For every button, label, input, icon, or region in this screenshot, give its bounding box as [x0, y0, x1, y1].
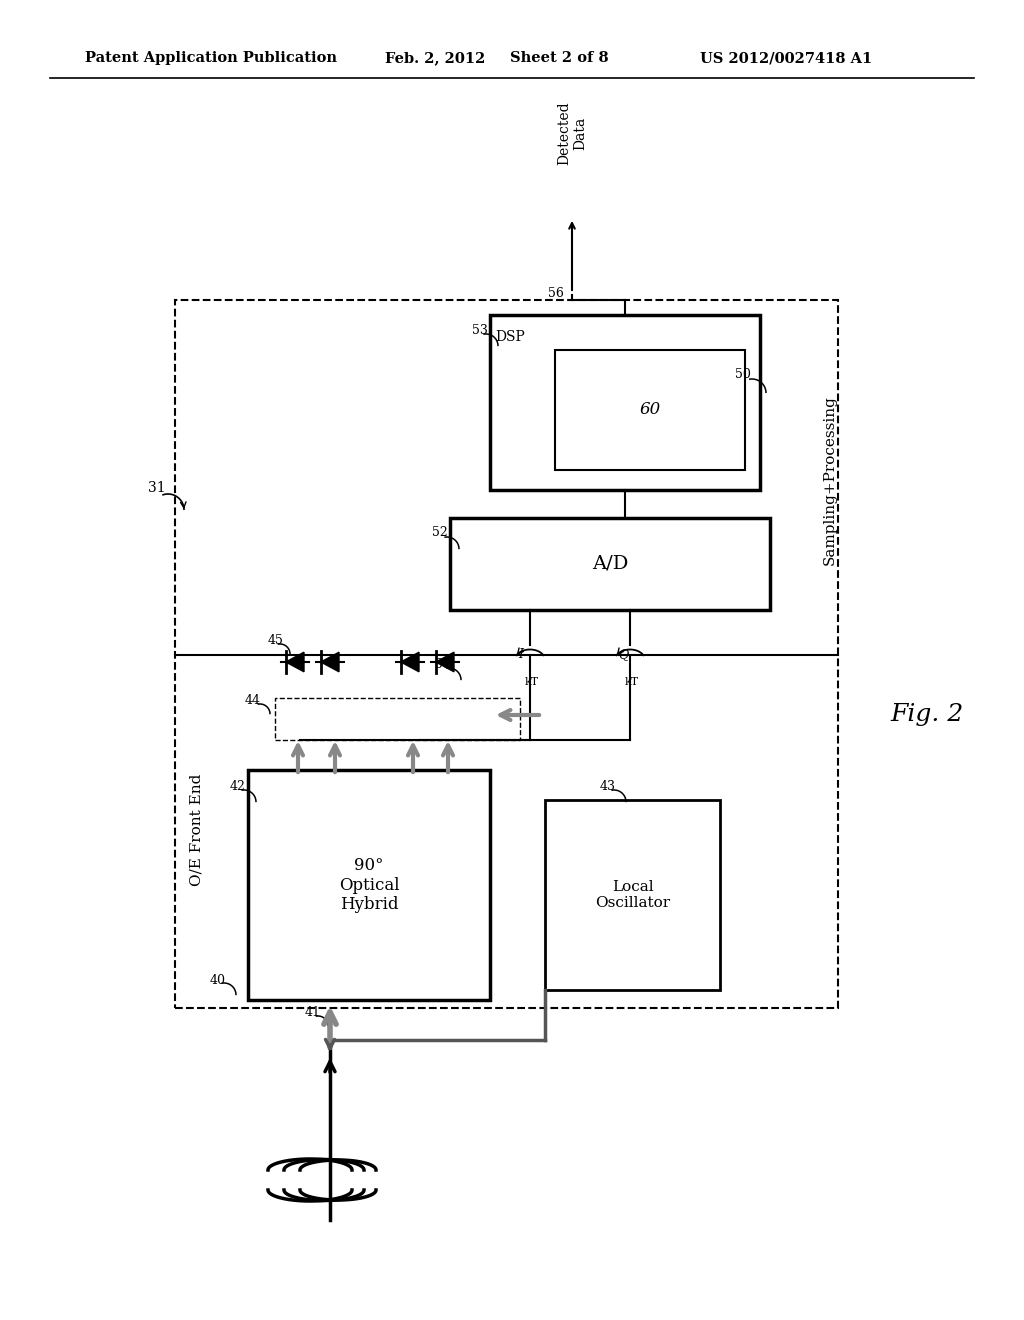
- Polygon shape: [286, 652, 304, 672]
- Text: 44: 44: [245, 693, 261, 706]
- Text: 53: 53: [472, 323, 487, 337]
- Text: 45: 45: [268, 634, 284, 647]
- Text: Local
Oscillator: Local Oscillator: [595, 880, 670, 909]
- Bar: [545, 800, 720, 990]
- Polygon shape: [321, 652, 339, 672]
- Text: 56: 56: [548, 286, 564, 300]
- Text: 60: 60: [639, 401, 660, 418]
- Text: 31: 31: [148, 480, 166, 495]
- Text: kT: kT: [625, 677, 639, 686]
- Text: Feb. 2, 2012: Feb. 2, 2012: [385, 51, 485, 65]
- Text: 52: 52: [432, 527, 447, 540]
- Text: A/D: A/D: [592, 554, 628, 573]
- Text: 40: 40: [210, 974, 226, 986]
- Text: 51: 51: [435, 659, 451, 672]
- Text: Detected
Data: Detected Data: [557, 102, 587, 165]
- Text: Sheet 2 of 8: Sheet 2 of 8: [510, 51, 608, 65]
- Bar: [248, 770, 490, 1001]
- Bar: [555, 350, 745, 470]
- Text: 90°
Optical
Hybrid: 90° Optical Hybrid: [339, 857, 399, 913]
- Text: 41: 41: [305, 1006, 321, 1019]
- Polygon shape: [400, 652, 419, 672]
- Bar: [490, 315, 760, 490]
- Text: Sampling+Processing: Sampling+Processing: [823, 395, 837, 565]
- Text: Fig. 2: Fig. 2: [890, 704, 964, 726]
- Text: Patent Application Publication: Patent Application Publication: [85, 51, 337, 65]
- Text: 50: 50: [735, 367, 751, 380]
- Text: Q: Q: [618, 648, 629, 661]
- Bar: [450, 517, 770, 610]
- Text: 43: 43: [600, 780, 616, 793]
- Text: US 2012/0027418 A1: US 2012/0027418 A1: [700, 51, 872, 65]
- Bar: [275, 698, 520, 741]
- Text: DSP: DSP: [495, 330, 524, 345]
- Text: O/E Front End: O/E Front End: [189, 774, 203, 886]
- Polygon shape: [436, 652, 454, 672]
- Text: I: I: [518, 648, 523, 661]
- Bar: [175, 300, 838, 1008]
- Text: 42: 42: [230, 780, 246, 793]
- Text: kT: kT: [525, 677, 539, 686]
